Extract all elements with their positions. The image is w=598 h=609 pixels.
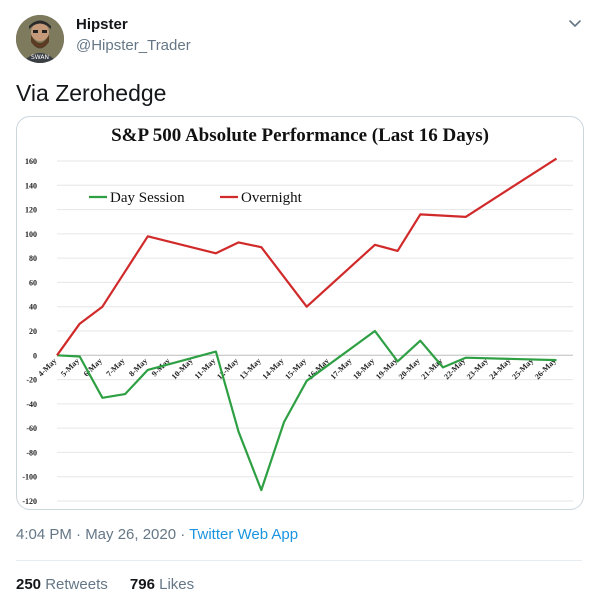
x-tick-label: 11-May <box>193 356 218 381</box>
y-tick-label: -120 <box>22 497 37 506</box>
likes-stat[interactable]: 796 Likes <box>130 576 194 593</box>
tweet-media-card[interactable]: S&P 500 Absolute Performance (Last 16 Da… <box>16 116 584 510</box>
x-tick-label: 17-May <box>329 356 354 381</box>
chart-title: S&P 500 Absolute Performance (Last 16 Da… <box>111 125 489 146</box>
y-tick-label: 40 <box>29 303 37 312</box>
x-tick-label: 21-May <box>419 356 444 381</box>
retweets-label: Retweets <box>45 576 108 593</box>
y-tick-label: -100 <box>22 473 37 482</box>
chart-x-ticks: 4-May 5-May 6-May 7-May 8-May 9-May10-May11-M… <box>36 356 558 381</box>
legend-label: Day Session <box>110 190 185 206</box>
x-tick-label: 4-May <box>36 356 58 378</box>
x-tick-label: 22-May <box>442 356 467 381</box>
tweet-time[interactable]: 4:04 PM · May 26, 2020 <box>16 526 177 543</box>
chart-series <box>56 157 558 492</box>
tweet-stats: 250 Retweets 796 Likes <box>16 576 212 593</box>
y-tick-label: -60 <box>26 424 37 433</box>
retweets-count: 250 <box>16 576 42 593</box>
user-handle[interactable]: @Hipster_Trader <box>76 37 191 54</box>
meta-separator: · <box>176 526 190 543</box>
likes-count: 796 <box>129 576 155 593</box>
y-tick-label: 20 <box>29 327 37 336</box>
avatar[interactable]: SWAN <box>16 15 64 63</box>
y-tick-label: 120 <box>25 206 37 215</box>
svg-text:SWAN: SWAN <box>31 54 49 61</box>
x-tick-label: 13-May <box>238 356 263 381</box>
x-tick-label: 7-May <box>104 356 126 378</box>
display-name[interactable]: Hipster <box>76 16 128 33</box>
x-tick-label: 8-May <box>127 356 149 378</box>
y-tick-label: 60 <box>29 278 37 287</box>
y-tick-label: -80 <box>26 448 37 457</box>
legend-label: Overnight <box>241 190 303 206</box>
x-tick-label: 18-May <box>351 356 376 381</box>
y-tick-label: 160 <box>25 157 37 166</box>
chart-y-ticks: 160 140 120 100 80 60 40 20 0 -20 -40 -60 -80 -100 -12… <box>22 157 37 506</box>
tweet-text: Via Zerohedge <box>16 80 167 106</box>
avatar-image: SWAN <box>16 15 64 63</box>
divider <box>16 560 582 561</box>
x-tick-label: 5-May <box>59 356 81 378</box>
y-tick-label: 80 <box>29 254 37 263</box>
more-options-chevron-down-icon[interactable] <box>566 15 584 33</box>
x-tick-label: 15-May <box>283 356 308 381</box>
series-line-day-session <box>56 329 557 492</box>
x-tick-label: 23-May <box>465 356 490 381</box>
chart-legend: Day Session Overnight <box>89 190 303 206</box>
y-tick-label: 100 <box>25 230 37 239</box>
retweets-stat[interactable]: 250 Retweets <box>16 576 108 593</box>
y-tick-label: 140 <box>25 181 37 190</box>
x-tick-label: 24-May <box>488 356 513 381</box>
tweet-meta: 4:04 PM · May 26, 2020 · Twitter Web App <box>16 526 298 543</box>
tweet-source-app[interactable]: Twitter Web App <box>189 526 299 543</box>
chart: S&P 500 Absolute Performance (Last 16 Da… <box>22 125 573 506</box>
y-tick-label: 0 <box>33 351 37 360</box>
y-tick-label: -20 <box>26 376 37 385</box>
series-line-overnight <box>56 157 558 356</box>
x-tick-label: 14-May <box>261 356 286 381</box>
y-tick-label: -40 <box>26 400 37 409</box>
chart-grid <box>57 160 573 502</box>
likes-label: Likes <box>159 576 195 593</box>
